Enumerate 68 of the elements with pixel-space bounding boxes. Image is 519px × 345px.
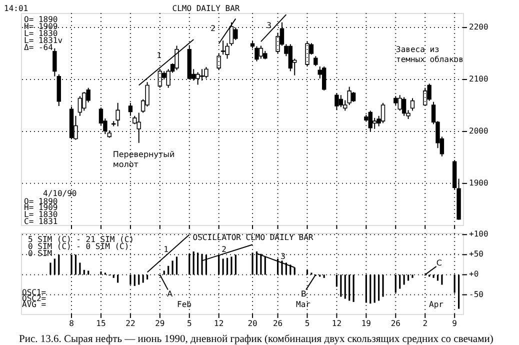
candlestick: [410, 98, 415, 112]
candlestick: [174, 45, 179, 71]
candlestick: [402, 96, 406, 116]
annotation: L= 1830: [24, 29, 58, 38]
annotation: H= 1909: [24, 203, 58, 212]
x-tick-label: 9: [452, 319, 458, 328]
candlestick: [258, 45, 264, 60]
annotation: 4/10/90: [43, 189, 77, 198]
annotation: 5 SIM (C) - 21 SIM (C): [28, 235, 134, 244]
candlestick: [116, 102, 120, 127]
y-tick-label: 2200: [469, 22, 488, 32]
annotation: Mar: [296, 300, 311, 309]
x-tick-label: 5: [186, 319, 192, 328]
annotation: O= 1890: [24, 15, 58, 24]
annotation: Apr: [429, 300, 444, 309]
chart-title: OSCILLATOR CLMO DAILY BAR: [192, 233, 314, 242]
annotation: Перевернутый молот: [112, 150, 175, 169]
x-tick-label: 22: [126, 319, 136, 328]
annotation: L= 1830: [24, 210, 58, 219]
text: Рис. 13.6. Сырая нефть — июнь 1990, дневной график (комбинация двух скользящих средних со свечами): [19, 334, 494, 345]
y-tick-label: 2000: [469, 126, 488, 136]
x-tick-label: 26: [272, 319, 283, 328]
candlestick: [288, 44, 293, 72]
y-tick-label: 1900: [469, 178, 488, 188]
x-tick-label: 5: [304, 319, 310, 328]
annotation: A: [167, 290, 174, 299]
annotation: 1: [156, 51, 162, 60]
y-tick-label: +100: [469, 230, 488, 239]
annotation: O= 1890: [24, 197, 58, 206]
candlestick: [338, 94, 344, 108]
annotation: C: [436, 258, 442, 268]
annotation: AVG =: [22, 300, 46, 309]
annotation: OSC1=: [22, 288, 46, 297]
candlestick: [351, 91, 356, 102]
annotation: C= 1831: [24, 217, 58, 226]
y-tick-label: 2100: [469, 74, 488, 84]
annotation: L= 1831v: [24, 36, 63, 45]
candlestick: [380, 102, 386, 124]
annotation: B: [300, 290, 306, 299]
x-tick-label: 26: [390, 319, 401, 328]
x-tick-label: 15: [96, 319, 106, 328]
y-tick-label: +50: [469, 250, 484, 259]
annotation: Завеса из темных облаков: [396, 45, 464, 64]
candlestick: [314, 56, 318, 66]
annotation: 3: [280, 252, 286, 261]
text: 14:01: [4, 4, 28, 13]
x-tick-label: 29: [155, 319, 165, 328]
annotation: Δ= -64: [24, 43, 54, 52]
candlestick: [78, 96, 82, 116]
annotation: 1: [164, 245, 169, 254]
annotation: 3: [266, 21, 272, 30]
candlestick: [52, 48, 57, 77]
annotation: 0 SIM (C) - 0 SIM (C): [28, 242, 130, 251]
annotation: 2: [222, 245, 227, 254]
x-tick-label: 12: [332, 319, 342, 328]
annotation: OSC2=: [22, 294, 46, 303]
x-tick-label: 19: [361, 319, 372, 328]
x-tick-label: 2: [422, 319, 428, 328]
x-tick-label: 12: [214, 319, 224, 328]
annotation: 0 SIM: [28, 249, 52, 258]
annotation: 2: [210, 24, 216, 33]
chart-title: CLMO DAILY BAR: [172, 4, 240, 13]
x-tick-label: 20: [248, 319, 258, 328]
annotation: Feb: [177, 300, 192, 309]
annotation: H= 1909: [24, 22, 58, 31]
y-tick-label: +0: [469, 270, 479, 279]
y-tick-label: -50: [469, 290, 484, 299]
x-tick-label: 8: [69, 319, 74, 328]
